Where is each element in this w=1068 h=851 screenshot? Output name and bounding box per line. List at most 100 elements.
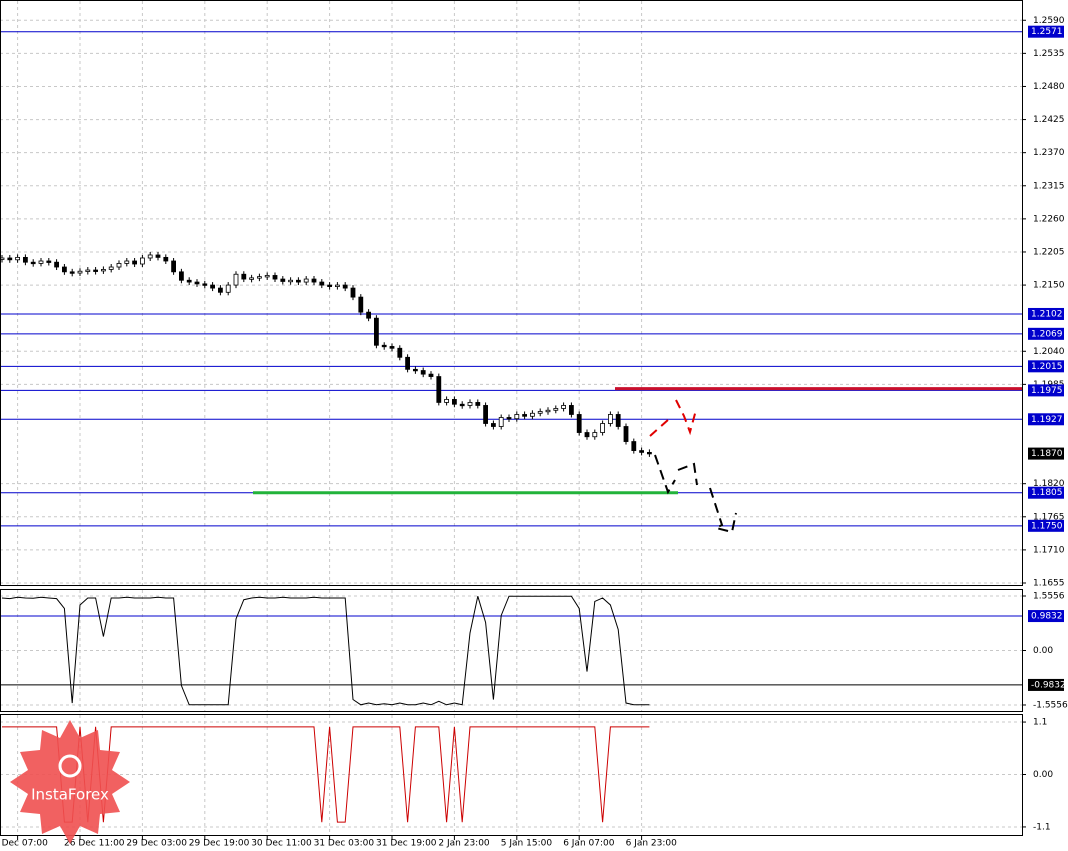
candle (155, 254, 161, 258)
candle (241, 273, 247, 280)
level-label: 0.9832 (1031, 612, 1063, 622)
candle (116, 263, 122, 268)
candle (561, 405, 566, 409)
candle (54, 261, 59, 268)
level-label-box (1028, 678, 1064, 691)
candle (7, 257, 13, 261)
x-tick-label: 30 Dec 11:00 (251, 839, 312, 849)
candle (194, 281, 200, 285)
candle (225, 284, 231, 293)
level-label: -0.9832 (1031, 680, 1066, 690)
candle (592, 432, 598, 438)
candle (15, 256, 21, 261)
level-label-box (1028, 413, 1064, 426)
candle (303, 278, 309, 283)
candle (436, 376, 442, 403)
y-tick-label: 1.2205 (1033, 247, 1065, 257)
candle (358, 296, 364, 313)
y-tick-label: 1.2040 (1033, 347, 1065, 357)
x-tick-label: 2 Jan 23:00 (438, 839, 490, 849)
candle (272, 275, 278, 280)
candle (631, 441, 637, 451)
y-tick-label: 1.2480 (1033, 82, 1065, 92)
candle (288, 279, 294, 283)
level-label-box (1028, 486, 1064, 499)
candle (30, 261, 36, 265)
level-label: 1.1975 (1031, 386, 1063, 396)
candle (459, 403, 465, 407)
indicator-frame (0, 589, 1023, 712)
level-label: 1.1750 (1031, 521, 1063, 531)
level-label-box (1028, 327, 1064, 340)
candle (608, 414, 613, 424)
candle (545, 409, 551, 413)
candle (334, 284, 340, 287)
red-arrow (649, 399, 697, 437)
candle (249, 277, 255, 280)
candle (147, 254, 153, 259)
candle (467, 402, 473, 406)
y-tick-label: 1.2315 (1033, 181, 1065, 191)
candle (412, 368, 418, 372)
y-tick-label: 1.2590 (1033, 16, 1065, 26)
candle (22, 256, 28, 263)
candle (210, 284, 216, 289)
x-tick-label: 6 Jan 23:00 (626, 839, 678, 849)
level-label: 1.2571 (1031, 27, 1063, 37)
watermark: InstaForex (10, 720, 130, 844)
level-label: 1.1927 (1031, 415, 1063, 425)
candle (381, 344, 387, 348)
candle (615, 414, 621, 427)
candle (38, 260, 44, 264)
y-tick-label: 1.2425 (1033, 115, 1065, 125)
y-tick-label: -1.1 (1033, 822, 1051, 832)
candle (522, 414, 527, 417)
candle (498, 417, 504, 427)
candle (389, 346, 395, 349)
x-tick-label: 26 Dec 11:00 (64, 839, 125, 849)
level-label-box (1028, 307, 1064, 320)
y-tick-label: 0.00 (1033, 646, 1053, 656)
candle (108, 266, 114, 270)
candle (553, 408, 559, 411)
candle (311, 278, 317, 283)
candle (77, 270, 83, 274)
main-frame (0, 0, 1023, 586)
candle (93, 269, 98, 272)
candle (428, 373, 434, 377)
candle (600, 423, 605, 433)
x-tick-label: 5 Jan 15:00 (501, 839, 553, 849)
y-tick-label: 1.2535 (1033, 49, 1065, 59)
candle (319, 281, 325, 286)
candle (85, 269, 91, 272)
watermark-icon (58, 754, 82, 778)
candle (295, 279, 301, 283)
candle (327, 284, 333, 287)
current-price-label: 1.1870 (1031, 449, 1063, 459)
indicator-line (2, 726, 650, 823)
level-label: 1.2069 (1031, 329, 1063, 339)
candle (373, 317, 379, 346)
candle (280, 278, 286, 282)
candle (569, 405, 574, 415)
y-tick-label: 1.2150 (1033, 281, 1065, 291)
x-tick-label: 29 Dec 19:00 (189, 839, 250, 849)
black-arrow (654, 454, 737, 534)
candle (451, 399, 457, 405)
candle (483, 405, 489, 424)
level-label-box (1028, 25, 1064, 38)
x-tick-label: 6 Jan 07:00 (563, 839, 615, 849)
forecast-arrows (649, 399, 737, 534)
candle (0, 257, 5, 260)
candle (132, 260, 138, 265)
candle (124, 260, 130, 264)
candle (46, 260, 52, 263)
candle (366, 311, 372, 319)
candle (69, 271, 75, 274)
candle (584, 432, 590, 438)
candle (490, 423, 496, 427)
x-tick-label: 31 Dec 03:00 (314, 839, 375, 849)
indicator-line (1, 595, 650, 706)
level-label-box (1028, 610, 1064, 623)
candle (264, 275, 270, 278)
